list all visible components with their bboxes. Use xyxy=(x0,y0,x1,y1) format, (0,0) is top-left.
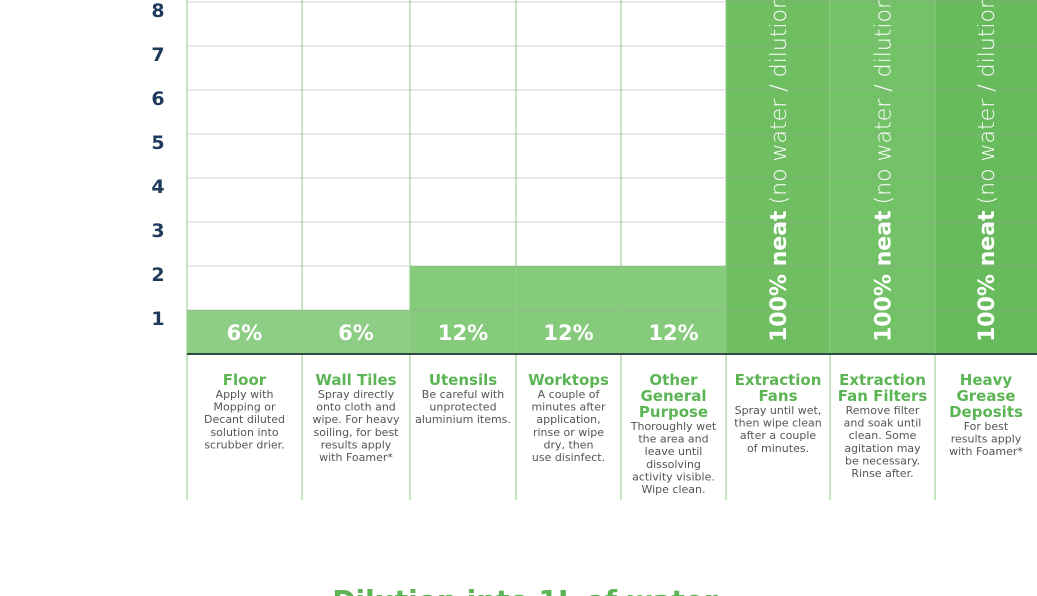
column-description: unprotected xyxy=(429,401,496,414)
column-name: Extraction xyxy=(735,371,822,389)
column-name: Other xyxy=(649,371,698,389)
column-description: solution into xyxy=(210,426,278,439)
column-name: Grease xyxy=(956,387,1015,405)
column-description: wipe. For heavy xyxy=(313,413,400,426)
bar-label-rest: (no water / dilution xyxy=(872,0,897,204)
column-description: Spray directly xyxy=(318,388,395,401)
column-description: aluminium items. xyxy=(415,413,511,426)
column-description: soiling, for best xyxy=(314,426,400,439)
bar-label: 6% xyxy=(227,321,263,345)
bar-label: 6% xyxy=(338,321,374,345)
column-description: Mopping or xyxy=(214,401,276,414)
column-description: For best xyxy=(964,420,1009,433)
y-tick-label: 1 xyxy=(151,308,164,330)
column-description: Spray until wet, xyxy=(735,404,822,417)
column-description: rinse or wipe xyxy=(533,426,604,439)
column-description: leave until xyxy=(645,445,703,458)
bar-label: 100% neat (no water / dilution xyxy=(872,0,897,342)
column-description: A couple of xyxy=(538,388,601,401)
y-tick-label: 3 xyxy=(151,220,164,242)
bar-label: 100% neat (no water / dilution xyxy=(975,0,1000,342)
y-tick-label: 8 xyxy=(151,0,164,22)
column-description: results apply xyxy=(321,438,392,451)
bar-label: 12% xyxy=(438,321,488,345)
column-name: Fan Filters xyxy=(838,387,928,405)
bar xyxy=(935,0,1037,354)
column-description: be necessary. xyxy=(845,454,920,467)
column-description: use disinfect. xyxy=(532,451,605,464)
column-description: Be careful with xyxy=(422,388,504,401)
bar xyxy=(187,310,302,354)
column-description: and soak until xyxy=(844,417,922,430)
bar-label-rest: (no water / dilution xyxy=(767,0,792,204)
bar xyxy=(302,310,410,354)
column-description: Wipe clean. xyxy=(641,483,705,496)
column-description: after a couple xyxy=(740,429,817,442)
y-tick-label: 2 xyxy=(151,264,164,286)
column-name: Purpose xyxy=(639,403,708,421)
column-description: onto cloth and xyxy=(316,401,396,414)
bar xyxy=(830,0,935,354)
column-description: then wipe clean xyxy=(734,417,821,430)
column-description: agitation may xyxy=(844,442,921,455)
y-tick-label: 7 xyxy=(151,44,164,66)
column-description: clean. Some xyxy=(849,429,917,442)
column-name: General xyxy=(641,387,707,405)
column-description: with Foamer* xyxy=(319,451,393,464)
bar-label-rest: (no water / dilution xyxy=(975,0,1000,204)
column-description: Apply with xyxy=(216,388,274,401)
column-description: Decant diluted xyxy=(204,413,285,426)
column-description: Remove filter xyxy=(846,404,920,417)
bar-label: 100% neat (no water / dilution xyxy=(767,0,792,342)
bar-label-strong: 100% neat xyxy=(767,210,792,342)
y-tick-label: 5 xyxy=(151,132,164,154)
y-tick-label: 6 xyxy=(151,88,164,110)
column-description: application, xyxy=(536,413,600,426)
column-description: the area and xyxy=(638,433,708,446)
bar xyxy=(726,0,830,354)
bar-label-strong: 100% neat xyxy=(872,210,897,342)
column-name: Extraction xyxy=(839,371,926,389)
column-description: activity visible. xyxy=(632,470,715,483)
column-name: Fans xyxy=(758,387,797,405)
column-name: Floor xyxy=(223,371,267,389)
column-description: Rinse after. xyxy=(851,467,913,480)
column-description: dry, then xyxy=(543,438,593,451)
y-tick-label: 4 xyxy=(151,176,164,198)
column-name: Wall Tiles xyxy=(315,371,396,389)
column-name: Worktops xyxy=(528,371,609,389)
bar-label: 12% xyxy=(543,321,593,345)
bar-label-strong: 100% neat xyxy=(975,210,1000,342)
footer-title: Dilution into 1L of water xyxy=(332,584,718,596)
column-name: Utensils xyxy=(429,371,497,389)
column-description: dissolving xyxy=(646,458,701,471)
column-description: with Foamer* xyxy=(949,445,1023,458)
column-description: of minutes. xyxy=(747,442,809,455)
column-name: Heavy xyxy=(960,371,1013,389)
column-description: results apply xyxy=(951,433,1022,446)
bar-label: 12% xyxy=(648,321,698,345)
column-description: scrubber drier. xyxy=(204,438,284,451)
column-name: Deposits xyxy=(949,403,1023,421)
column-description: Thoroughly wet xyxy=(630,420,717,433)
column-description: minutes after xyxy=(531,401,606,414)
